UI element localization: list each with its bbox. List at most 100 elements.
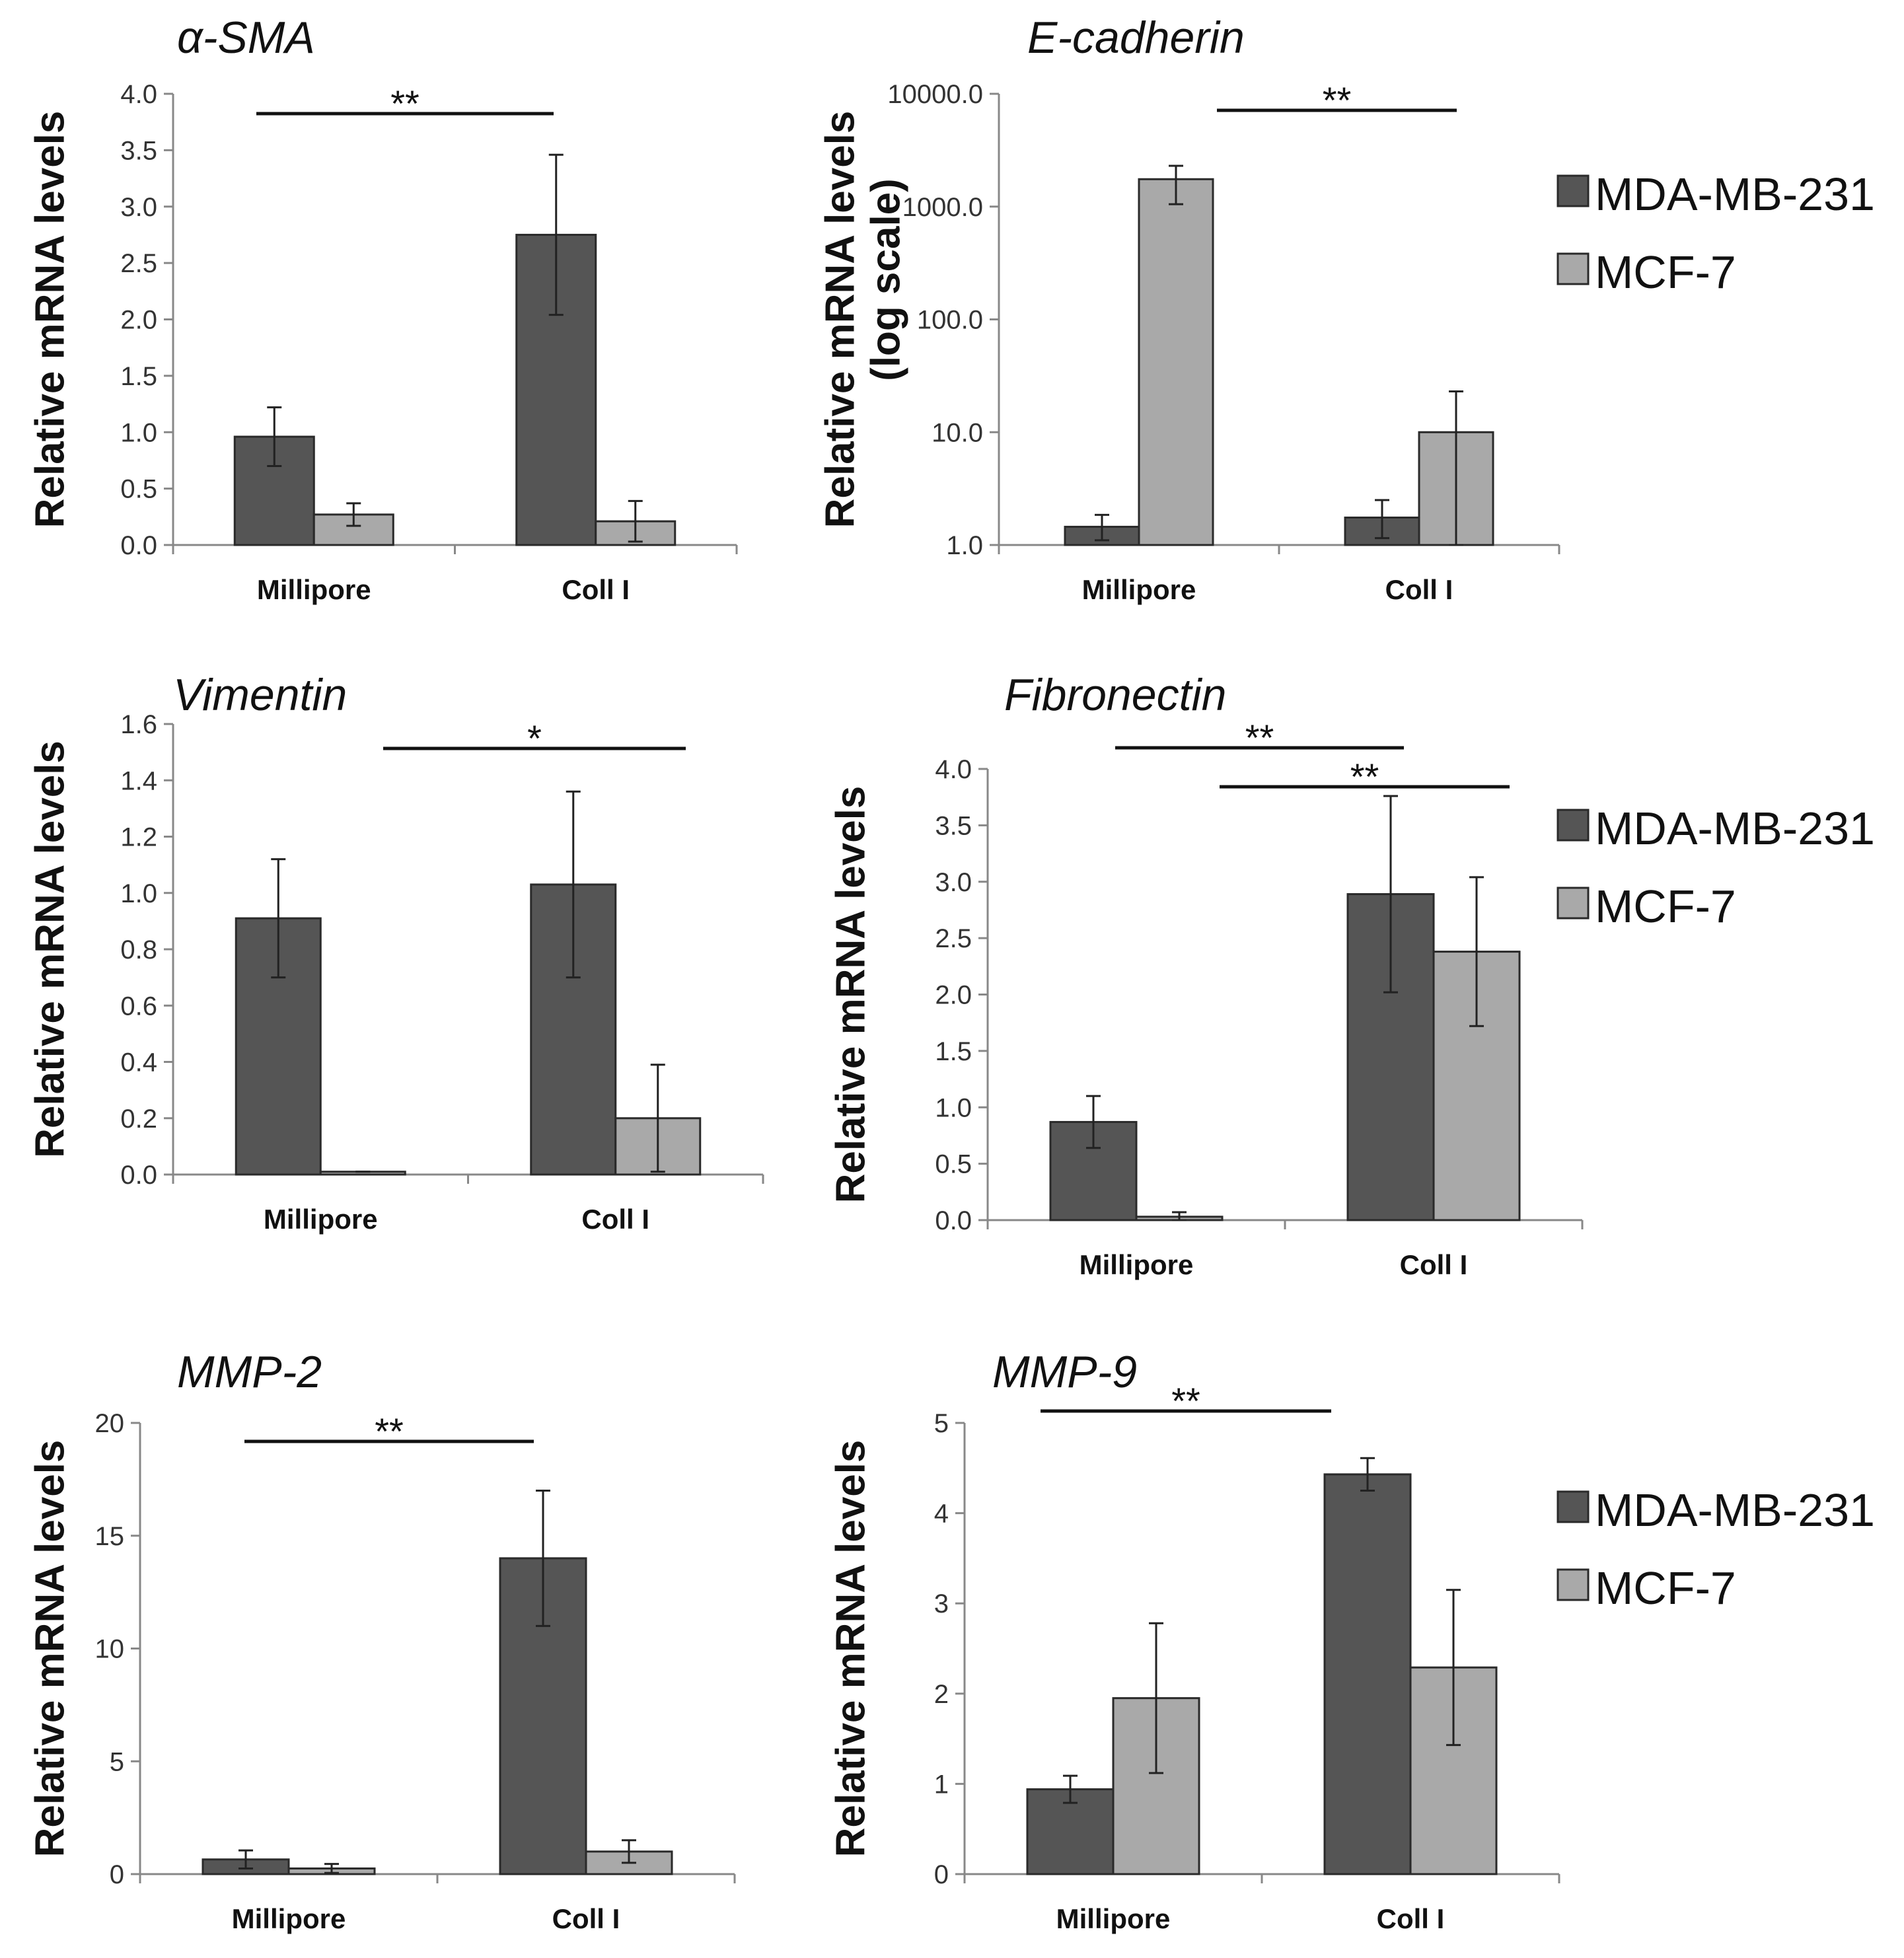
significance-label: ** [1245,717,1274,758]
y-tick-label: 0.0 [120,1161,157,1190]
legend: MDA-MB-231 MCF-7 [1556,1484,1875,1614]
y-tick-label: 2.5 [935,924,972,953]
y-tick-label: 10 [95,1635,125,1664]
chart-title: MMP-9 [992,1347,1137,1397]
y-tick-label: 3.0 [120,193,157,222]
legend-swatch-mcf-7 [1556,252,1590,285]
y-tick-label: 0.6 [120,992,157,1021]
significance-label: ** [1171,1380,1200,1422]
y-tick-label: 1.0 [120,418,157,447]
y-axis-label: Relative mRNA levels [828,1440,873,1858]
significance-label: * [527,717,542,759]
x-tick-label: Millipore [257,574,371,605]
chart-panel-1: α-SMA Relative mRNA levels 0.0 0.5 1.0 1.5 2.0… [27,13,738,605]
y-tick-label: 3 [934,1589,949,1618]
x-tick-label: Millipore [264,1204,378,1235]
y-tick-label: 0.0 [120,531,157,560]
x-tick-label: Millipore [232,1903,346,1934]
chart-panel-5: MMP-2 Relative mRNA levels 0 5 10 15 20 Millipo… [27,1347,736,1934]
y-axis-label: Relative mRNA levels [27,1440,73,1858]
y-tick-label: 100.0 [917,306,983,335]
legend-swatch-mda-mb-231 [1556,174,1590,207]
y-tick-label: 10000.0 [887,80,983,109]
legend-label: MCF-7 [1595,881,1736,932]
y-axis-label: Relative mRNA levels [27,111,73,528]
y-tick-label: 2.0 [935,981,972,1010]
y-tick-label: 0.4 [120,1048,157,1077]
y-tick-label: 10.0 [932,418,983,447]
bar-mcf-7-millipore [312,513,394,546]
legend-swatch-mda-mb-231 [1556,809,1590,842]
y-tick-label: 1.5 [935,1037,972,1066]
chart-title: MMP-2 [177,1347,322,1397]
y-tick-label: 20 [95,1409,125,1438]
chart-panel-6: MMP-9 Relative mRNA levels 0 1 2 3 4 5 Millipore… [828,1347,1875,1934]
y-tick-label: 2.5 [120,249,157,278]
y-tick-label: 2.0 [120,306,157,335]
legend-swatch-mcf-7 [1556,887,1590,920]
y-tick-label: 1 [934,1770,949,1799]
y-tick-label: 0.8 [120,935,157,964]
legend-label: MCF-7 [1595,1562,1736,1614]
x-tick-label: Coll I [562,574,630,605]
bar-mcf-7-millipore [1138,178,1214,546]
y-tick-label: 0.5 [935,1150,972,1179]
y-tick-label: 1.0 [946,531,983,560]
significance-label: ** [375,1410,404,1452]
y-axis-label: Relative mRNA levels [817,111,863,528]
y-axis-label: Relative mRNA levels [828,786,873,1204]
y-tick-label: 1.0 [120,879,157,908]
legend: MDA-MB-231 MCF-7 [1556,168,1875,298]
y-tick-label: 1.6 [120,710,157,739]
y-tick-label: 3.5 [935,811,972,840]
chart-title: α-SMA [177,13,315,63]
y-tick-label: 1.5 [120,362,157,391]
y-tick-label: 0 [110,1860,124,1889]
y-tick-label: 0.5 [120,475,157,504]
legend-label: MDA-MB-231 [1595,168,1875,220]
y-tick-label: 0.0 [935,1206,972,1235]
chart-panel-4: Fibronectin Relative mRNA levels 0.0 0.5 1.0… [828,670,1875,1280]
legend: MDA-MB-231 MCF-7 [1556,803,1875,932]
y-tick-label: 4.0 [120,80,157,109]
chart-title: Vimentin [173,670,347,720]
x-tick-label: Coll I [1385,574,1453,605]
significance-label: ** [1323,79,1352,121]
legend-swatch-mcf-7 [1556,1568,1590,1601]
x-tick-label: Millipore [1082,574,1196,605]
y-tick-label: 4.0 [935,755,972,784]
x-tick-label: Coll I [1400,1249,1468,1280]
y-tick-label: 1.2 [120,823,157,852]
y-axis-label-secondary: (log scale) [863,178,908,381]
y-tick-label: 5 [934,1409,949,1438]
chart-panel-3: Vimentin Relative mRNA levels 0.0 0.2 0.4 0.6… [27,670,764,1235]
x-tick-label: Millipore [1080,1249,1194,1280]
chart-panel-2: E-cadherin Relative mRNA levels (log scale… [817,13,1875,605]
x-tick-label: Coll I [1377,1903,1445,1934]
x-tick-label: Coll I [552,1903,620,1934]
significance-label: ** [390,83,420,124]
y-tick-label: 2 [934,1680,949,1709]
y-tick-label: 5 [110,1747,124,1776]
y-tick-label: 15 [95,1522,125,1551]
chart-title: E-cadherin [1027,13,1245,63]
y-tick-label: 0.2 [120,1105,157,1134]
chart-title: Fibronectin [1004,670,1226,720]
y-tick-label: 3.5 [120,136,157,165]
y-axis-label: Relative mRNA levels [27,741,73,1158]
y-tick-label: 3.0 [935,868,972,897]
y-tick-label: 1.0 [935,1093,972,1122]
y-tick-label: 1.4 [120,766,157,795]
legend-label: MDA-MB-231 [1595,803,1875,854]
legend-swatch-mda-mb-231 [1556,1490,1590,1523]
significance-label: ** [1350,756,1379,797]
y-tick-label: 0 [934,1860,949,1889]
y-tick-label: 4 [934,1500,949,1529]
bar-mda-mb-231-coll-i [1323,1473,1412,1875]
x-tick-label: Coll I [581,1204,649,1235]
legend-label: MDA-MB-231 [1595,1484,1875,1536]
y-tick-label: 1000.0 [902,193,983,222]
legend-label: MCF-7 [1595,246,1736,298]
x-tick-label: Millipore [1056,1903,1171,1934]
